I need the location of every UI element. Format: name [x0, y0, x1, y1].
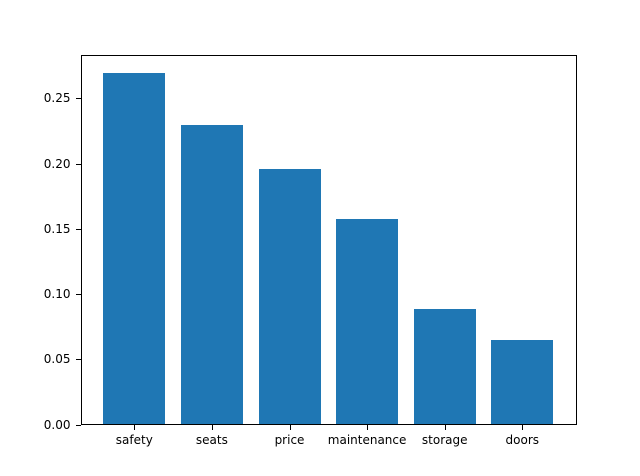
- plot-area: [80, 55, 577, 425]
- bar-doors: [491, 340, 554, 424]
- y-tick-label-0.20: 0.20: [43, 156, 71, 171]
- y-tick-mark-0.20: [75, 163, 81, 165]
- y-tick-mark-0.10: [75, 294, 81, 296]
- x-tick-label-maintenance: maintenance: [327, 432, 407, 447]
- bar-maintenance: [336, 218, 399, 424]
- x-tick-mark-doors: [522, 424, 524, 430]
- x-tick-label-price: price: [274, 432, 305, 447]
- y-tick-mark-0.05: [75, 359, 81, 361]
- x-tick-mark-maintenance: [367, 424, 369, 430]
- x-tick-mark-seats: [211, 424, 213, 430]
- y-tick-label-0.10: 0.10: [43, 287, 71, 302]
- bar-storage: [413, 308, 476, 424]
- bar-seats: [180, 124, 243, 424]
- y-tick-mark-0.00: [75, 424, 81, 426]
- x-tick-label-seats: seats: [195, 432, 228, 447]
- x-tick-label-safety: safety: [115, 432, 153, 447]
- y-tick-label-0.15: 0.15: [43, 221, 71, 236]
- y-tick-mark-0.15: [75, 228, 81, 230]
- x-tick-label-doors: doors: [505, 432, 540, 447]
- y-tick-mark-0.25: [75, 98, 81, 100]
- y-tick-label-0.25: 0.25: [43, 91, 71, 106]
- x-tick-label-storage: storage: [421, 432, 468, 447]
- x-tick-mark-price: [289, 424, 291, 430]
- bar-price: [258, 169, 321, 424]
- x-tick-mark-safety: [134, 424, 136, 430]
- y-tick-label-0.05: 0.05: [43, 352, 71, 367]
- bar-safety: [103, 72, 166, 424]
- x-tick-mark-storage: [444, 424, 446, 430]
- y-tick-label-0.00: 0.00: [43, 417, 71, 432]
